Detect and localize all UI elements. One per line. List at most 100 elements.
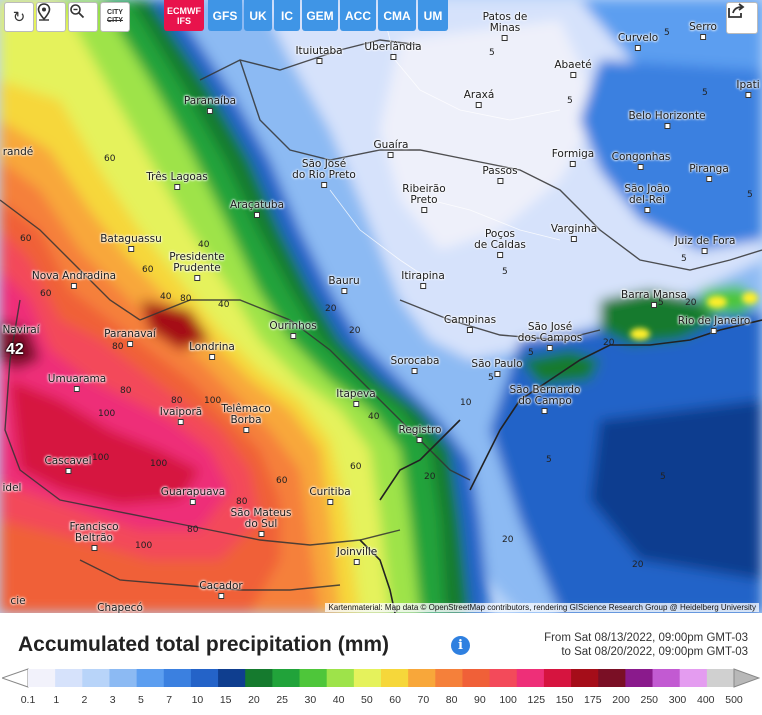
city-label: Presidente Prudente <box>169 252 224 281</box>
model-tab-ic[interactable]: IC <box>274 0 300 31</box>
share-button[interactable] <box>726 2 758 34</box>
city-label: Caçador <box>199 581 242 599</box>
city-label: Francisco Beltrão <box>69 522 118 551</box>
city-label: Umuarama <box>48 374 106 392</box>
scale-swatch <box>299 669 328 687</box>
contour-label: 80 <box>112 342 124 352</box>
city-label: Nova Andradina <box>32 271 116 289</box>
contour-label: 80 <box>180 294 192 304</box>
contour-label: 20 <box>325 304 337 314</box>
city-label: São José dos Campos <box>518 322 582 351</box>
city-label: São Mateus do Sul <box>230 508 291 537</box>
city-label-off: CITY <box>107 17 123 24</box>
model-tab-gem[interactable]: GEM <box>302 0 338 31</box>
contour-label: 60 <box>142 265 154 275</box>
contour-label: 60 <box>20 234 32 244</box>
info-icon[interactable]: i <box>451 636 470 655</box>
contour-label: 20 <box>424 472 436 482</box>
contour-label: 5 <box>681 254 687 264</box>
city-label: Curitiba <box>309 487 350 505</box>
city-toggle-button[interactable]: CITY CITY <box>100 2 130 32</box>
scale-tick-label: 200 <box>612 694 630 706</box>
contour-label: 10 <box>460 398 472 408</box>
contour-label: 100 <box>150 459 168 469</box>
city-label: Bataguassu <box>100 234 162 252</box>
city-label: Passos <box>482 166 517 184</box>
scale-tick-label: 30 <box>304 694 317 706</box>
city-label: Ivaiporã <box>160 407 203 425</box>
model-tab-ecmwf-ifs[interactable]: ECMWF IFS <box>164 0 204 31</box>
scale-swatch <box>679 669 708 687</box>
city-label: São Paulo <box>471 359 522 377</box>
scale-swatch <box>543 669 572 687</box>
scale-swatch <box>706 669 735 687</box>
scale-tick-label: 100 <box>499 694 517 706</box>
city-label: Barra Mansa <box>621 290 687 308</box>
scale-tick-label: 175 <box>584 694 602 706</box>
city-label: São José do Rio Preto <box>292 159 356 188</box>
scale-swatch <box>190 669 219 687</box>
scale-tick-label: 80 <box>445 694 458 706</box>
scale-tick-label: 20 <box>248 694 260 706</box>
city-label: Joinville <box>337 547 378 565</box>
city-label: Londrina <box>189 342 235 360</box>
city-label: Araçatuba <box>230 200 284 218</box>
scale-swatch <box>136 669 165 687</box>
contour-label: 80 <box>236 497 248 507</box>
city-label: Itirapina <box>401 271 445 289</box>
model-tab-uk[interactable]: UK <box>244 0 272 31</box>
city-label: Uberlândia <box>364 42 421 60</box>
contour-label: 40 <box>198 240 210 250</box>
contour-label: 20 <box>502 535 514 545</box>
city-label: cie <box>10 595 26 607</box>
contour-label: 60 <box>276 476 288 486</box>
scale-tick-label: 90 <box>473 694 486 706</box>
refresh-button[interactable]: ↻ <box>4 2 34 32</box>
city-label: Ituiutaba <box>295 46 342 64</box>
contour-label: 60 <box>104 154 116 164</box>
contour-label: 100 <box>98 409 116 419</box>
scale-swatch <box>218 669 246 687</box>
contour-label: 5 <box>567 96 573 106</box>
scale-swatch <box>571 669 599 687</box>
precipitation-map[interactable]: Patos de Minas Serro Ituiutaba Uberlândi… <box>0 0 762 613</box>
city-label: Itapeva <box>336 389 375 407</box>
model-tab-um[interactable]: UM <box>418 0 448 31</box>
locate-button[interactable] <box>36 2 66 32</box>
contour-label: 20 <box>603 338 615 348</box>
model-tab-gfs[interactable]: GFS <box>208 0 242 31</box>
scale-tick-label: 500 <box>725 694 743 706</box>
max-value-marker: 42 <box>6 341 24 358</box>
model-tab-cma[interactable]: CMA <box>378 0 416 31</box>
scale-tick-label: 150 <box>555 694 574 706</box>
contour-label: 100 <box>92 453 110 463</box>
scale-tick-label: 7 <box>166 694 173 706</box>
model-tab-label: IFS <box>176 15 191 26</box>
scale-tick-label: 15 <box>219 694 232 706</box>
scale-tick-label: 5 <box>138 694 144 706</box>
city-label: Piranga <box>689 164 729 182</box>
scale-swatch <box>435 669 463 687</box>
model-tab-acc[interactable]: ACC <box>340 0 376 31</box>
contour-label: 5 <box>502 267 508 277</box>
city-label: Registro <box>399 425 442 443</box>
city-label: Varginha <box>551 224 597 242</box>
city-label: Juiz de Fora <box>675 236 736 254</box>
city-label: Paranavaí <box>104 329 156 347</box>
city-label: Paranaíba <box>184 96 236 114</box>
scale-swatch <box>28 669 56 687</box>
city-label: Belo Horizonte <box>628 111 705 129</box>
city-label: Campinas <box>444 315 496 333</box>
zoom-button[interactable] <box>68 2 98 32</box>
scale-swatch <box>272 669 301 687</box>
contour-label: 5 <box>702 88 708 98</box>
city-label: Telêmaco Borba <box>221 404 270 433</box>
city-label: Guaíra <box>374 140 409 158</box>
contour-label: 20 <box>349 326 361 336</box>
contour-label: 5 <box>664 28 670 38</box>
contour-label: 100 <box>204 396 222 406</box>
contour-label: 40 <box>218 300 230 310</box>
time-range: From Sat 08/13/2022, 09:00pm GMT-03 to S… <box>544 631 748 659</box>
scale-swatch <box>326 669 355 687</box>
contour-label: 5 <box>658 298 664 308</box>
